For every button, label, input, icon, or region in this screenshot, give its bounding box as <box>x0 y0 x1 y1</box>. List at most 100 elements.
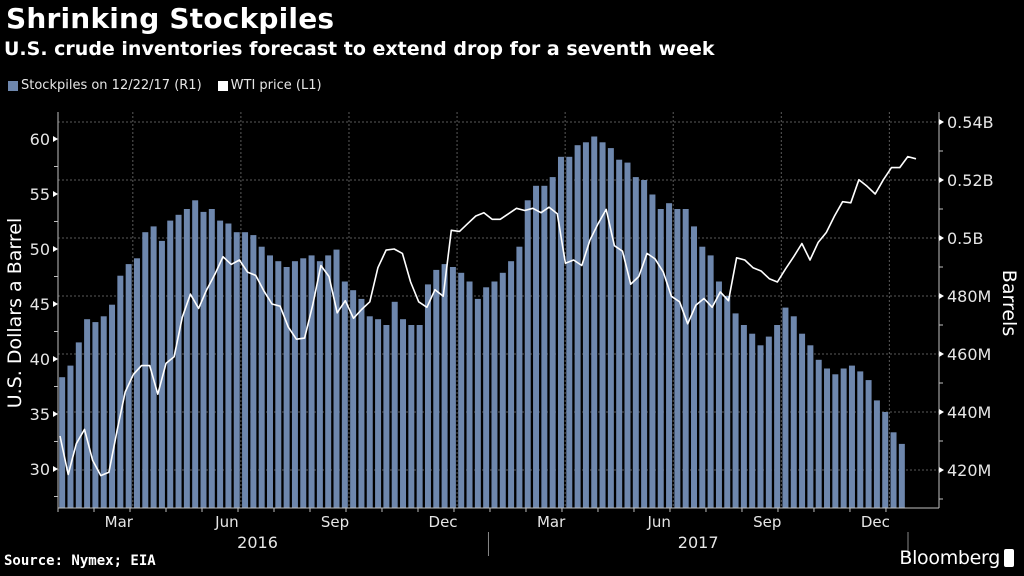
bloomberg-logo: Bloomberg <box>899 547 1014 569</box>
bar <box>873 400 880 508</box>
bar <box>682 209 689 508</box>
bar <box>666 203 673 508</box>
bar <box>516 246 523 508</box>
y-left-tick-label: 55 <box>30 185 50 204</box>
bar <box>624 162 631 508</box>
y-left-tick <box>53 301 58 307</box>
bar <box>449 267 456 508</box>
bar <box>707 255 714 508</box>
legend-swatch-line <box>217 80 228 91</box>
bar <box>250 235 257 508</box>
bar <box>142 232 149 508</box>
bar <box>225 223 232 508</box>
y-left-tick <box>53 411 58 417</box>
bar <box>691 226 697 508</box>
bar <box>557 156 564 509</box>
bar <box>657 209 664 508</box>
x-tick-label: Dec <box>861 513 890 531</box>
y-right-tick <box>939 467 944 473</box>
y-right-tick-label: 480M <box>947 287 991 306</box>
bar <box>333 249 340 508</box>
bar <box>566 156 573 509</box>
bar <box>325 255 332 508</box>
brand-name: Bloomberg <box>899 547 1000 569</box>
bar <box>790 316 797 508</box>
y-right-tick-label: 0.5B <box>947 229 983 248</box>
bar <box>840 368 847 508</box>
y-right-tick-label: 420M <box>947 461 991 480</box>
bar <box>782 307 789 508</box>
bar <box>649 194 656 508</box>
x-year-label: 2017 <box>678 533 719 552</box>
gridlines <box>58 112 939 508</box>
bar <box>424 284 431 508</box>
source-note: Source: Nymex; EIA <box>4 553 156 569</box>
bar <box>474 298 481 508</box>
bar <box>117 275 124 508</box>
bar <box>300 258 307 508</box>
x-tick-label: Sep <box>321 513 349 531</box>
bar <box>67 365 74 508</box>
y-right-tick <box>939 351 944 357</box>
bar <box>582 142 589 509</box>
bar <box>375 319 382 508</box>
y-axis-right-label: Barrels <box>998 270 1020 336</box>
bar <box>732 313 739 508</box>
axes: 30 35 40 45 50 55 60 420M 440M 460M 480M 0.5B 0.52B 0… <box>30 112 994 556</box>
bar <box>358 298 365 508</box>
bar <box>283 267 290 508</box>
y-right-tick <box>939 409 944 415</box>
bar <box>740 325 747 508</box>
y-left-tick <box>53 191 58 197</box>
legend-swatch-bar <box>8 80 18 91</box>
bar <box>167 220 174 508</box>
bar <box>699 246 706 508</box>
bar <box>616 159 623 508</box>
bar <box>383 325 390 508</box>
x-tick-label: Mar <box>537 513 566 531</box>
bar <box>607 148 614 508</box>
y-left-tick-label: 45 <box>30 295 50 314</box>
bar <box>499 272 506 508</box>
bar-series <box>59 136 905 509</box>
bar <box>416 325 423 508</box>
y-left-tick <box>53 136 58 142</box>
y-left-tick-label: 35 <box>30 405 50 424</box>
bar <box>815 359 822 508</box>
wti-price-line <box>59 155 917 477</box>
bar <box>832 374 839 508</box>
bar <box>200 211 207 508</box>
bar <box>217 220 224 508</box>
bar <box>491 281 498 508</box>
chart-legend: Stockpiles on 12/22/17 (R1) WTI price (L… <box>8 78 322 93</box>
legend-item-stockpiles: Stockpiles on 12/22/17 (R1) <box>8 78 202 93</box>
bar <box>524 200 531 509</box>
bar <box>408 325 415 508</box>
bar <box>591 136 598 508</box>
bar <box>75 342 82 508</box>
bar <box>267 255 273 508</box>
line-series <box>59 155 917 477</box>
bar <box>541 185 548 509</box>
bar <box>350 290 357 508</box>
bar <box>641 180 648 508</box>
legend-item-wti: WTI price (L1) <box>217 78 322 93</box>
bar <box>84 319 91 508</box>
y-right-tick <box>939 293 944 299</box>
x-tick-label: Mar <box>105 513 134 531</box>
y-left-tick-label: 30 <box>30 460 50 479</box>
bar <box>865 380 872 508</box>
chart-title: Shrinking Stockpiles <box>6 2 335 35</box>
bar <box>183 209 190 508</box>
y-right-tick-label: 0.54B <box>947 113 994 132</box>
legend-label-wti: WTI price (L1) <box>230 78 322 93</box>
bar <box>674 209 681 508</box>
bar <box>242 232 249 508</box>
bar <box>890 432 897 508</box>
bar <box>882 412 889 508</box>
y-right-tick-label: 0.52B <box>947 171 994 190</box>
x-tick-label: Jun <box>646 513 670 531</box>
bar <box>898 443 905 508</box>
bar <box>848 365 855 508</box>
